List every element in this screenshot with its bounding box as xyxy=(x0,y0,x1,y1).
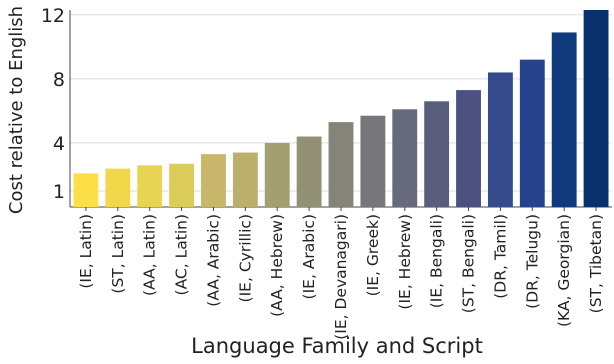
bar xyxy=(296,136,322,207)
x-tick-label: (IE, Devanagari) xyxy=(332,214,350,340)
x-tick-label: (AA, Latin) xyxy=(141,214,159,296)
x-tick-label: (AC, Latin) xyxy=(173,214,191,295)
x-axis-label: Language Family and Script xyxy=(191,334,483,358)
x-tick-label: (IE, Arabic) xyxy=(300,214,318,299)
bar xyxy=(424,101,450,207)
x-tick-label: (DR, Telugu) xyxy=(523,214,541,309)
y-tick-labels: 1 4 8 12 xyxy=(41,5,65,203)
bar xyxy=(328,122,354,207)
bar xyxy=(392,109,418,207)
x-tick-label: (AA, Hebrew) xyxy=(268,214,286,317)
x-tick-label: (IE, Hebrew) xyxy=(396,214,414,310)
x-tick-label: (ST, Latin) xyxy=(109,214,127,294)
bar xyxy=(551,32,577,208)
x-tick-label: (IE, Latin) xyxy=(77,214,95,289)
bar xyxy=(137,165,163,207)
bar xyxy=(519,59,545,207)
x-tick-label: (ST, Bengali) xyxy=(460,214,478,313)
y-axis-label: Cost relative to English xyxy=(6,6,27,214)
x-tick-label: (IE, Greek) xyxy=(364,214,382,296)
x-tick-label: (KA, Georgian) xyxy=(555,214,573,327)
bar xyxy=(169,163,195,207)
bar xyxy=(456,90,481,207)
x-tick-label: (ST, Tibetan) xyxy=(587,214,605,313)
bars xyxy=(73,10,609,208)
bar xyxy=(583,10,609,207)
bar xyxy=(264,142,290,207)
y-tick-label: 12 xyxy=(41,5,65,27)
y-tick-label: 1 xyxy=(53,181,65,203)
x-tick-labels: (IE, Latin) (ST, Latin) (AA, Latin) (AC, La… xyxy=(77,207,605,340)
x-tick-label: (IE, Bengali) xyxy=(428,214,446,308)
bar xyxy=(105,168,131,207)
x-tick-label: (AA, Arabic) xyxy=(204,214,222,307)
bar xyxy=(73,173,99,207)
y-tick-label: 8 xyxy=(53,69,65,91)
bar xyxy=(360,115,386,207)
bar xyxy=(232,152,258,207)
x-tick-label: (DR, Tamil) xyxy=(491,214,509,299)
y-tick-label: 4 xyxy=(53,133,65,155)
bar xyxy=(201,154,226,207)
bar xyxy=(487,72,513,208)
x-tick-label: (IE, Cyrillic) xyxy=(236,214,254,302)
